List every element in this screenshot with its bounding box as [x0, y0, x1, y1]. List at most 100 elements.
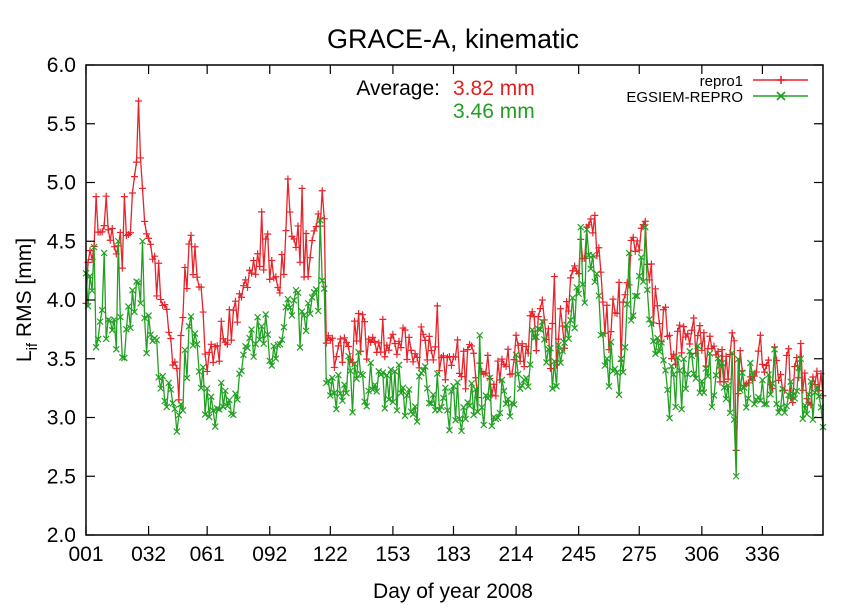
data-point	[702, 365, 710, 372]
data-point	[361, 318, 369, 326]
data-point	[589, 229, 597, 237]
data-point	[102, 335, 110, 343]
data-point	[708, 403, 716, 411]
data-point	[181, 346, 189, 354]
data-point	[441, 384, 449, 392]
data-point	[306, 310, 314, 318]
data-point	[587, 265, 595, 273]
data-point	[791, 394, 799, 402]
data-point	[139, 184, 147, 192]
data-point	[264, 331, 272, 339]
data-point	[173, 428, 181, 436]
data-point	[587, 215, 595, 223]
data-point	[710, 392, 718, 399]
data-point	[104, 316, 112, 324]
data-point	[318, 277, 326, 285]
data-point	[137, 299, 144, 307]
x-tick-label: 336	[745, 543, 780, 566]
data-point	[163, 305, 171, 313]
data-point	[167, 386, 175, 393]
x-tick-label: 245	[561, 543, 596, 566]
data-point	[722, 395, 730, 403]
data-point	[114, 237, 122, 245]
data-point	[248, 269, 256, 277]
data-point	[324, 332, 332, 340]
data-point	[734, 355, 742, 363]
data-point	[706, 332, 714, 340]
data-point	[219, 335, 227, 343]
data-point	[361, 398, 369, 406]
data-point	[456, 415, 463, 423]
x-tick-label: 061	[190, 543, 225, 566]
data-point	[526, 312, 534, 320]
data-point	[304, 273, 312, 281]
data-point	[433, 370, 441, 378]
data-point	[462, 415, 470, 423]
data-point	[351, 360, 358, 368]
data-point	[250, 353, 258, 361]
data-point	[239, 282, 247, 290]
data-point	[785, 391, 793, 399]
x-tick-label: 153	[375, 543, 410, 566]
data-point	[777, 371, 785, 379]
data-point	[764, 356, 772, 364]
data-point	[129, 286, 136, 294]
data-point	[112, 345, 120, 353]
data-point	[758, 360, 766, 368]
plot-frame	[85, 64, 824, 536]
data-point	[143, 349, 150, 357]
data-point	[209, 407, 217, 415]
data-point	[108, 225, 116, 233]
data-point	[229, 411, 237, 419]
data-point	[674, 327, 682, 335]
data-point	[332, 405, 340, 413]
data-point	[656, 348, 663, 356]
data-point	[199, 308, 207, 316]
data-point	[678, 405, 686, 413]
data-point	[573, 283, 581, 291]
data-point	[629, 233, 637, 241]
data-point	[183, 285, 191, 293]
data-point	[518, 340, 526, 348]
data-point	[371, 338, 379, 346]
data-point	[213, 405, 221, 412]
data-point	[502, 362, 510, 370]
data-point	[116, 313, 124, 321]
data-point	[403, 391, 411, 399]
data-point	[260, 340, 268, 348]
data-point	[797, 339, 805, 347]
data-point	[771, 345, 778, 353]
data-point	[399, 384, 407, 392]
data-point	[314, 307, 322, 315]
data-point	[724, 381, 732, 389]
y-tick-label: 4.0	[47, 289, 76, 312]
data-point	[807, 378, 815, 385]
data-point	[583, 226, 591, 233]
data-point	[373, 388, 381, 395]
data-point	[460, 347, 468, 355]
data-point	[92, 193, 100, 201]
data-point	[730, 416, 738, 423]
data-point	[742, 404, 750, 411]
data-point	[288, 312, 296, 319]
data-point	[538, 318, 546, 326]
data-point	[476, 331, 484, 339]
data-point	[621, 343, 629, 351]
data-point	[189, 341, 197, 349]
data-point	[353, 337, 361, 345]
data-point	[191, 243, 199, 251]
data-point	[102, 192, 110, 200]
data-point	[256, 262, 264, 270]
data-point	[728, 329, 736, 337]
data-point	[718, 346, 726, 354]
data-point	[316, 216, 324, 224]
data-point	[294, 222, 302, 230]
data-point	[179, 314, 187, 322]
data-point	[405, 386, 413, 393]
data-point	[813, 383, 821, 391]
data-point	[359, 371, 367, 379]
data-point	[193, 273, 201, 281]
data-point	[447, 361, 455, 369]
data-point	[318, 187, 326, 195]
data-point	[454, 336, 462, 344]
